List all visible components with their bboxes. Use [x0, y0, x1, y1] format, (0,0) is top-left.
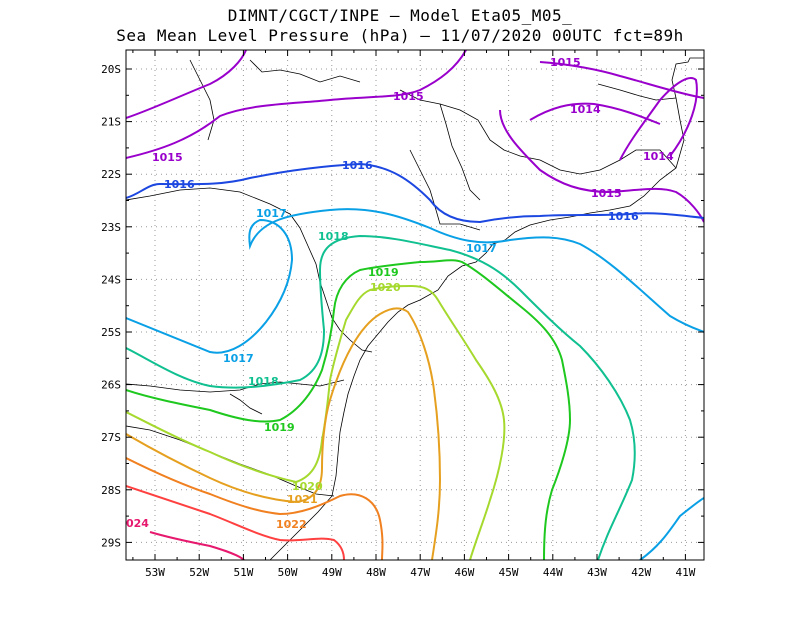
map-subtitle: Sea Mean Level Pressure (hPa) – 11/07/20… — [116, 26, 684, 45]
isobar-1015-se — [499, 109, 704, 223]
isobar-1015-north — [126, 50, 247, 119]
lat-tick-label: 28S — [101, 484, 121, 497]
isobar-label: 024 — [126, 517, 149, 530]
lon-tick-label: 44W — [543, 566, 563, 579]
isobar-label: 1022 — [276, 518, 307, 531]
axes: 20S 21S 22S 23S 24S 25S 26S 27S 28S 29S 53W 52W 51W 5… — [101, 50, 704, 579]
isobar-1015-mid — [126, 50, 467, 159]
isobar-1014-east — [529, 102, 661, 125]
isobar-1023 — [126, 485, 345, 560]
isobar-label: 1015 — [591, 187, 622, 200]
isobar-1019 — [126, 259, 572, 560]
isobar-label: 1018 — [318, 230, 349, 243]
isobar-label: 1019 — [368, 266, 399, 279]
lat-tick-label: 21S — [101, 116, 121, 129]
lon-tick-label: 43W — [587, 566, 607, 579]
lon-tick-label: 52W — [189, 566, 209, 579]
grid-lines — [126, 50, 704, 560]
lat-tick-label: 29S — [101, 536, 121, 549]
state-border — [249, 59, 361, 83]
lon-tick-label: 49W — [322, 566, 342, 579]
lat-tick-label: 24S — [101, 273, 121, 286]
isobar-1024 — [149, 531, 245, 560]
isobar-label: 1021 — [287, 493, 318, 506]
lon-tick-label: 42W — [631, 566, 651, 579]
isobar-label: 1014 — [643, 150, 674, 163]
state-border — [229, 393, 263, 415]
state-border — [409, 149, 481, 231]
isobar-1016 — [126, 162, 704, 224]
lat-tick-label: 27S — [101, 431, 121, 444]
isobar-label: 1015 — [393, 90, 424, 103]
isobar-label: 1017 — [256, 207, 287, 220]
lon-tick-label: 48W — [366, 566, 386, 579]
state-border — [597, 83, 677, 101]
isobar-label: 1020 — [370, 281, 401, 294]
state-border — [126, 187, 373, 353]
lon-tick-label: 41W — [675, 566, 695, 579]
lon-tick-label: 50W — [278, 566, 298, 579]
isobar-label: 1016 — [342, 159, 373, 172]
isobar-label: 1014 — [570, 103, 601, 116]
isobar-label: 1016 — [164, 178, 195, 191]
isobar-1018 — [126, 234, 636, 560]
lon-tick-label: 47W — [410, 566, 430, 579]
isobar-1022 — [126, 457, 384, 560]
isobar-1021 — [126, 307, 442, 560]
lat-tick-label: 25S — [101, 326, 121, 339]
isobar-1017 — [126, 208, 704, 354]
state-border — [189, 59, 215, 141]
isobar-label: 1015 — [152, 151, 183, 164]
state-border — [439, 103, 481, 201]
isobar-1020 — [126, 284, 506, 560]
lon-tick-label: 51W — [233, 566, 253, 579]
state-border — [539, 149, 677, 175]
isobar-label: 1018 — [248, 375, 279, 388]
isobar-1015-ne — [539, 61, 704, 99]
lon-tick-label: 53W — [145, 566, 165, 579]
lat-tick-label: 23S — [101, 221, 121, 234]
coastline-borders — [126, 57, 704, 560]
coastline — [269, 57, 704, 560]
isobar-label: 1019 — [264, 421, 295, 434]
map-title: DIMNT/CGCT/INPE – Model Eta05_M05_ — [227, 6, 573, 25]
isobar-label: 1017 — [223, 352, 254, 365]
lat-tick-label: 20S — [101, 63, 121, 76]
isobar-1017-se — [639, 497, 704, 560]
plot-frame — [125, 49, 705, 561]
isobar-label: 1020 — [292, 480, 323, 493]
state-border — [399, 89, 541, 161]
isobar-labels: 1015 1015 1014 1015 1014 1015 1016 1016 … — [126, 56, 674, 531]
lat-tick-label: 26S — [101, 379, 121, 392]
isobar-1014-loop — [619, 77, 698, 161]
isobar-label: 1017 — [466, 242, 497, 255]
lon-tick-label: 45W — [499, 566, 519, 579]
lat-tick-label: 22S — [101, 168, 121, 181]
isobar-label: 1016 — [608, 210, 639, 223]
isobar-label: 1015 — [550, 56, 581, 69]
isobars — [126, 50, 704, 560]
lon-tick-label: 46W — [454, 566, 474, 579]
